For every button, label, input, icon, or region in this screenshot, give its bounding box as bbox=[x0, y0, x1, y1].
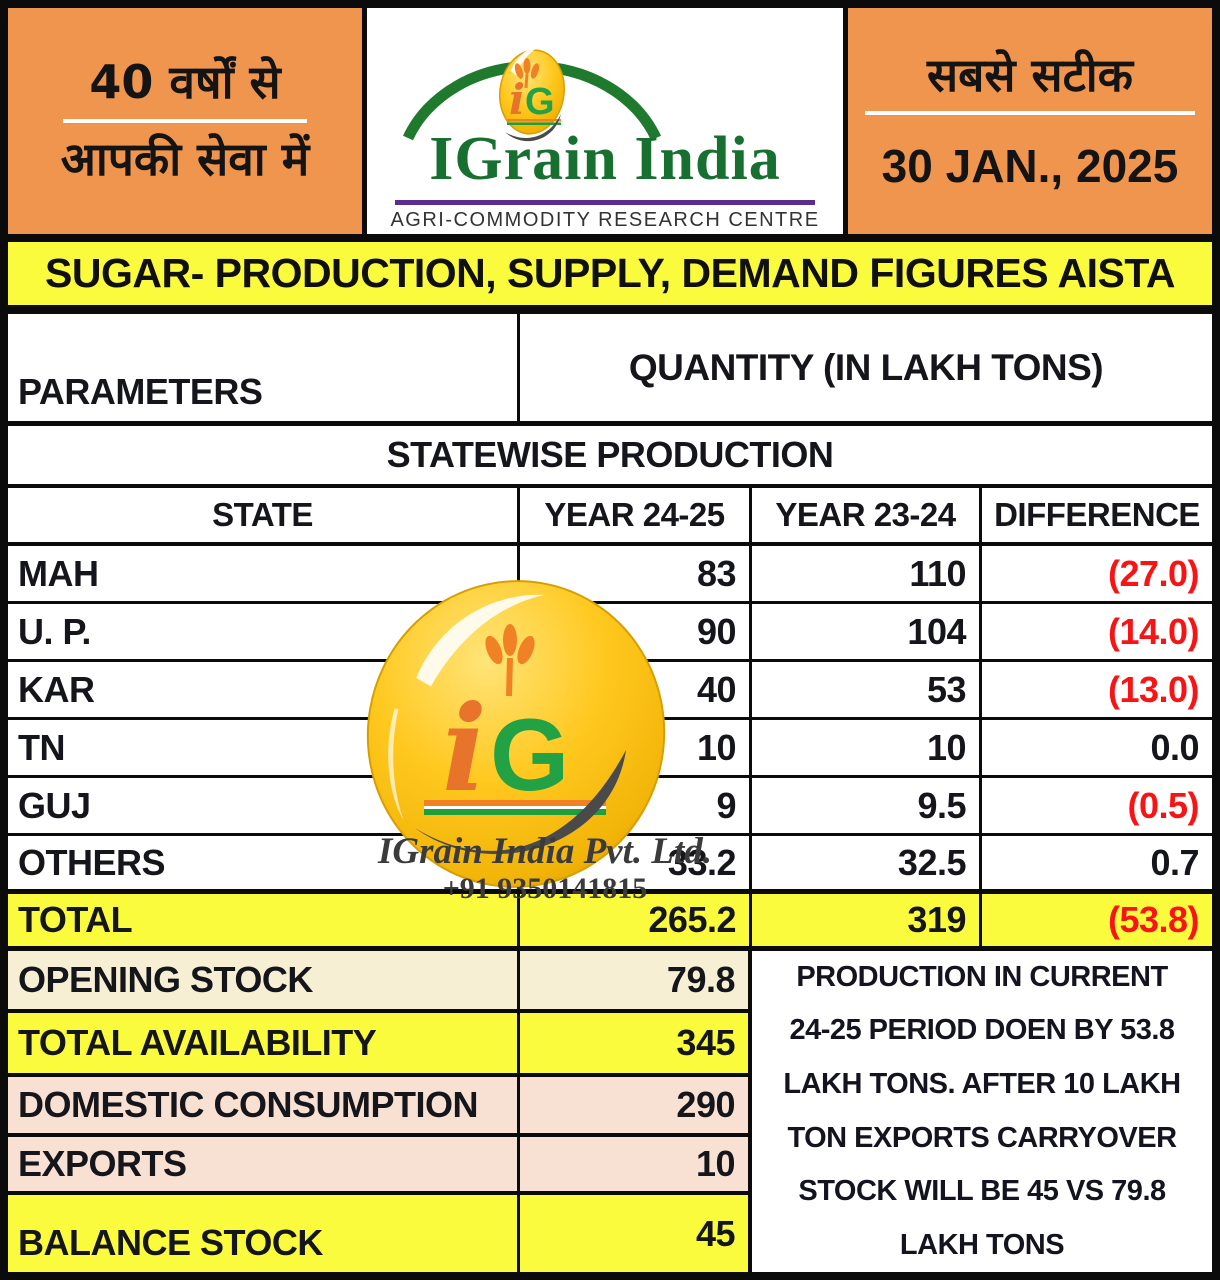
state-cell: OTHERS bbox=[8, 836, 520, 894]
brand-underline bbox=[395, 200, 815, 205]
quantity-header-cell: QUANTITY (IN LAKH TONS) bbox=[520, 314, 1212, 426]
difference-cell: (27.0) bbox=[982, 546, 1212, 604]
year2324-cell: 110 bbox=[752, 546, 982, 604]
summary-value: 79.8 bbox=[520, 951, 752, 1013]
difference-cell: 0.0 bbox=[982, 720, 1212, 778]
year2324-cell: 10 bbox=[752, 720, 982, 778]
summary-label: DOMESTIC CONSUMPTION bbox=[8, 1077, 520, 1137]
difference-cell: (0.5) bbox=[982, 778, 1212, 836]
total-year2324-cell: 319 bbox=[752, 894, 982, 951]
year2324-cell: 32.5 bbox=[752, 836, 982, 894]
state-cell: U. P. bbox=[8, 604, 520, 662]
data-table: PARAMETERS QUANTITY (IN LAKH TONS) STATE… bbox=[8, 314, 1212, 1272]
brand-logo-panel: i G IGrain India AGRI-COMMODITY RESEARCH… bbox=[362, 8, 848, 234]
state-cell: GUJ bbox=[8, 778, 520, 836]
summary-label: BALANCE STOCK bbox=[8, 1195, 520, 1272]
summary-value: 345 bbox=[520, 1013, 752, 1077]
header-left-line1: 40 वर्षों से bbox=[89, 55, 281, 110]
year2324-cell: 104 bbox=[752, 604, 982, 662]
header-left-line2: आपकी सेवा में bbox=[60, 132, 310, 186]
summary-label: OPENING STOCK bbox=[8, 951, 520, 1013]
summary-value: 290 bbox=[520, 1077, 752, 1137]
difference-cell: 0.7 bbox=[982, 836, 1212, 894]
page-title: SUGAR- PRODUCTION, SUPPLY, DEMAND FIGURE… bbox=[8, 242, 1212, 305]
year2324-cell: 9.5 bbox=[752, 778, 982, 836]
logo-monogram-i: i bbox=[509, 75, 525, 124]
title-bar: SUGAR- PRODUCTION, SUPPLY, DEMAND FIGURE… bbox=[8, 234, 1212, 314]
header-banner: 40 वर्षों से आपकी सेवा में bbox=[8, 8, 1212, 234]
summary-label: EXPORTS bbox=[8, 1137, 520, 1195]
brand-name: IGrain India bbox=[429, 125, 781, 193]
section-header-statewise: STATEWISE PRODUCTION bbox=[8, 426, 1212, 488]
state-cell: MAH bbox=[8, 546, 520, 604]
col-header-state: STATE bbox=[8, 488, 520, 546]
analysis-note: PRODUCTION IN CURRENT 24-25 PERIOD DOEN … bbox=[783, 960, 1181, 1261]
brand-logo-arc-icon: i G bbox=[403, 46, 661, 142]
report-date: 30 JAN., 2025 bbox=[881, 140, 1179, 193]
total-difference-cell: (53.8) bbox=[982, 894, 1212, 951]
summary-label: TOTAL AVAILABILITY bbox=[8, 1013, 520, 1077]
year2425-cell: 33.2 bbox=[520, 836, 752, 894]
summary-value: 45 bbox=[520, 1195, 752, 1272]
parameters-header-cell: PARAMETERS bbox=[8, 314, 520, 426]
summary-value: 10 bbox=[520, 1137, 752, 1195]
difference-cell: (14.0) bbox=[982, 604, 1212, 662]
year2425-cell: 10 bbox=[520, 720, 752, 778]
brand-subtitle: AGRI-COMMODITY RESEARCH CENTRE bbox=[390, 209, 820, 231]
col-header-year-23-24: YEAR 23-24 bbox=[752, 488, 982, 546]
year2425-cell: 9 bbox=[520, 778, 752, 836]
year2324-cell: 53 bbox=[752, 662, 982, 720]
col-header-difference: DIFFERENCE bbox=[982, 488, 1212, 546]
header-right-divider bbox=[865, 111, 1195, 116]
state-cell: TN bbox=[8, 720, 520, 778]
col-header-year-24-25: YEAR 24-25 bbox=[520, 488, 752, 546]
total-year2425-cell: 265.2 bbox=[520, 894, 752, 951]
logo-monogram-g: G bbox=[525, 81, 555, 123]
year2425-cell: 90 bbox=[520, 604, 752, 662]
header-left-panel: 40 वर्षों से आपकी सेवा में bbox=[8, 8, 362, 234]
header-right-panel: सबसे सटीक 30 JAN., 2025 bbox=[848, 8, 1212, 234]
header-left-divider bbox=[63, 119, 307, 123]
header-right-line1: सबसे सटीक bbox=[927, 47, 1133, 102]
state-cell: KAR bbox=[8, 662, 520, 720]
total-label-cell: TOTAL bbox=[8, 894, 520, 951]
year2425-cell: 83 bbox=[520, 546, 752, 604]
difference-cell: (13.0) bbox=[982, 662, 1212, 720]
year2425-cell: 40 bbox=[520, 662, 752, 720]
